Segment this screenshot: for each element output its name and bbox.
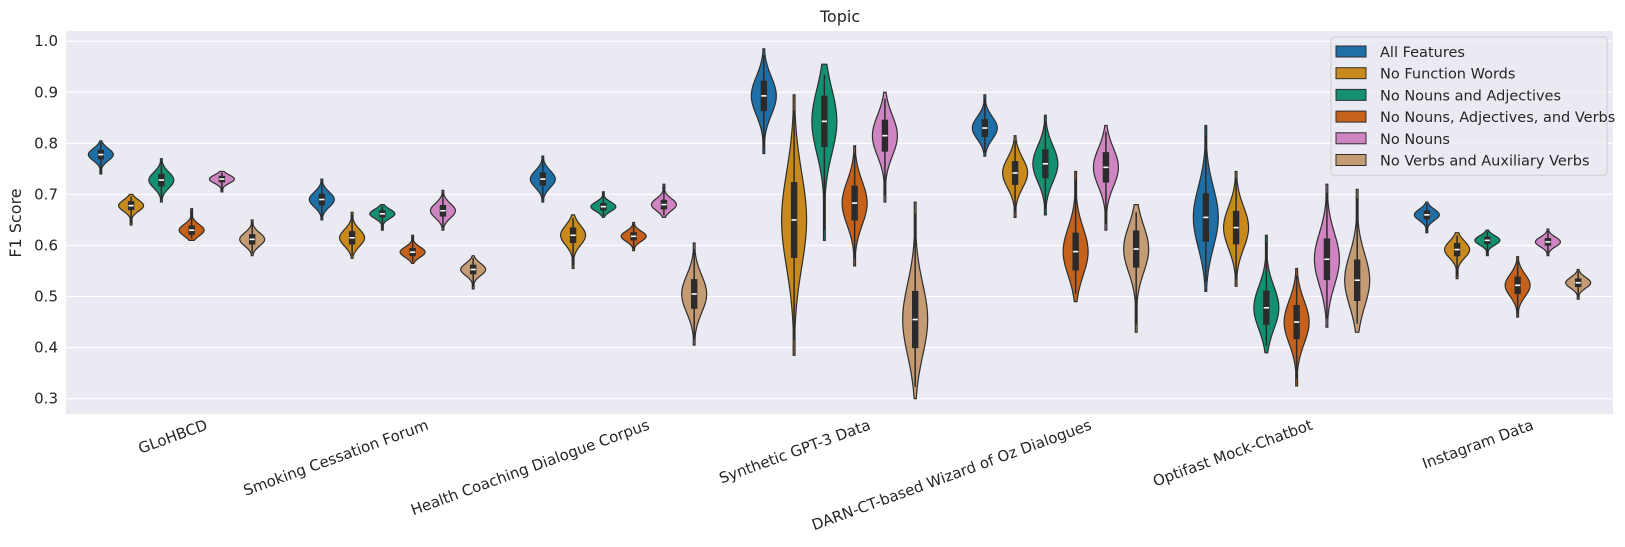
chart-title: Topic [819,7,860,26]
legend-label: All Features [1380,45,1465,61]
legend-box [1330,36,1608,176]
legend: All Features No Function Words No Nouns an… [1330,36,1615,176]
y-tick-label: 0.7 [34,185,58,203]
y-tick-label: 0.6 [34,236,58,254]
legend-label: No Nouns [1380,132,1450,148]
x-tick-label: GLoHBCD [136,416,210,458]
x-tick-label: Instagram Data [1420,416,1536,473]
legend-swatch [1335,132,1367,145]
legend-swatch [1335,154,1367,166]
y-tick-label: 0.4 [34,339,58,357]
legend-label: No Nouns, Adjectives, and Verbs [1380,110,1615,126]
x-tick-label: Optifast Mock-Chatbot [1150,416,1315,491]
x-tick-label: Synthetic GPT-3 Data [717,416,873,487]
y-tick-label: 0.8 [34,134,58,152]
legend-swatch [1335,110,1367,123]
y-tick-label: 1.0 [34,32,58,50]
y-tick-label: 0.3 [34,390,58,408]
legend-label: No Verbs and Auxiliary Verbs [1380,154,1590,170]
legend-label: No Function Words [1380,67,1515,83]
y-axis-title: F1 Score [6,188,25,257]
x-tick-label: Smoking Cessation Forum [241,416,431,500]
y-tick-label: 0.9 [34,83,58,101]
y-tick-label: 0.5 [34,288,58,306]
legend-swatch [1335,67,1367,80]
legend-label: No Nouns and Adjectives [1380,88,1561,104]
legend-swatch [1335,45,1367,58]
legend-swatch [1335,88,1367,101]
y-tick-labels: 0.3 0.4 0.5 0.6 0.7 0.8 0.9 1.0 [34,32,58,407]
violin-marks [87,48,1592,400]
x-tick-label: Health Coaching Dialogue Corpus [408,416,652,519]
